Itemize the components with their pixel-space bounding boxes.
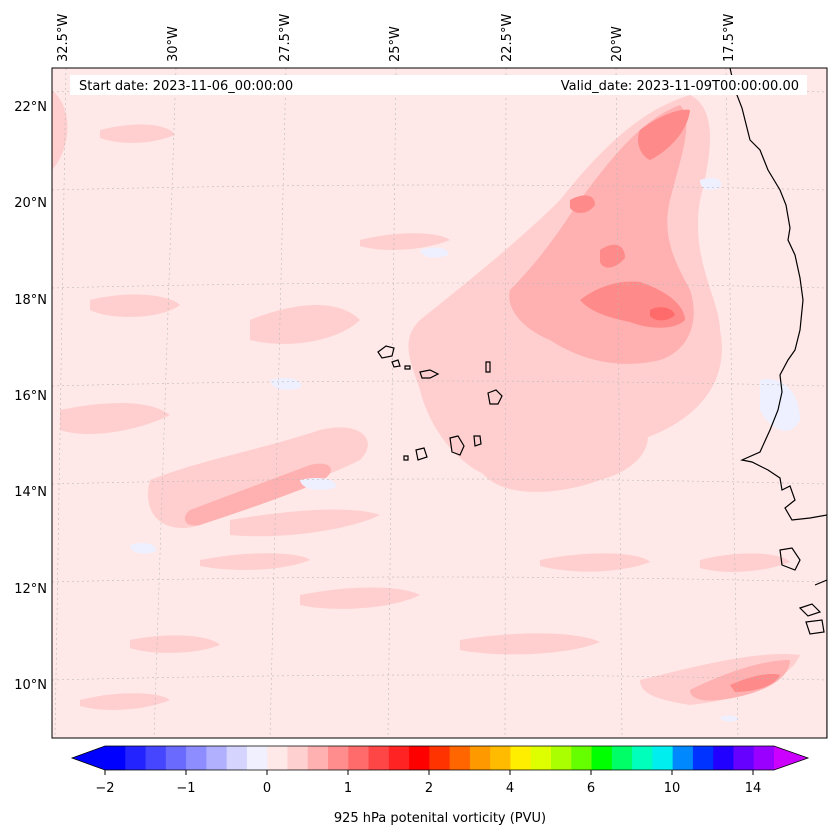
date-header-box (70, 75, 807, 95)
colorbar-block (733, 746, 755, 770)
colorbar-block (246, 746, 268, 770)
colorbar-block (632, 746, 653, 770)
colorbar-block (510, 746, 532, 770)
lon-label: 27.5°W (278, 14, 293, 62)
colorbar-tick-label: 6 (587, 781, 595, 796)
colorbar-ticks (104, 770, 754, 775)
colorbar-tick-label: 2 (425, 781, 433, 796)
lon-label: 20°W (610, 26, 625, 62)
lon-label: 25°W (388, 26, 403, 62)
max-positive-areas (650, 307, 675, 321)
colorbar-title: 925 hPa potenital vorticity (PVU) (334, 811, 546, 826)
colorbar-block (186, 746, 207, 770)
longitude-labels: 32.5°W 30°W 27.5°W 25°W 22.5°W 20°W 17.5… (56, 14, 737, 62)
guinea-bissau-coast (779, 547, 827, 635)
colorbar-block (145, 746, 167, 770)
colorbar-block (672, 746, 694, 770)
colorbar-block (267, 746, 289, 770)
lat-label: 10°N (14, 678, 47, 693)
colorbar: −2 −1 0 1 2 4 6 10 14 925 hPa potenital … (70, 745, 810, 826)
lat-label: 22°N (14, 100, 47, 115)
lat-label: 20°N (14, 196, 47, 211)
colorbar-block (105, 746, 126, 770)
latitude-labels: 22°N 20°N 18°N 16°N 14°N 12°N 10°N (14, 100, 47, 693)
cape-verde-islands (377, 345, 503, 461)
colorbar-tick-label: 10 (664, 781, 681, 796)
lat-label: 12°N (14, 582, 47, 597)
colorbar-block (409, 746, 430, 770)
colorbar-block (368, 746, 390, 770)
colorbar-block (530, 746, 552, 770)
colorbar-block (429, 746, 451, 770)
colorbar-block (551, 746, 572, 770)
colorbar-block (469, 746, 491, 770)
colorbar-tick-label: −2 (95, 781, 114, 796)
colorbar-block (591, 746, 613, 770)
map-frame (51, 67, 828, 739)
colorbar-block (571, 746, 593, 770)
colorbar-block (206, 746, 228, 770)
colorbar-block (449, 746, 471, 770)
colorbar-extend-low (72, 746, 105, 770)
lon-label: 32.5°W (56, 14, 71, 62)
start-date-label: Start date: 2023-11-06_00:00:00 (79, 79, 293, 94)
lon-label: 17.5°W (722, 14, 737, 62)
colorbar-block (307, 746, 329, 770)
colorbar-tick-label: 14 (745, 781, 762, 796)
colorbar-block (713, 746, 735, 770)
african-coastline (729, 68, 827, 738)
colorbar-block (226, 746, 248, 770)
colorbar-block (753, 746, 775, 770)
colorbar-block (652, 746, 674, 770)
lat-label: 14°N (14, 485, 47, 500)
colorbar-block (328, 746, 349, 770)
pv-field (52, 68, 827, 738)
valid-date-label: Valid_date: 2023-11-09T00:00:00.00 (561, 79, 799, 94)
colorbar-tick-label: −1 (176, 781, 195, 796)
colorbar-block (490, 746, 512, 770)
colorbar-tick-label: 1 (344, 781, 352, 796)
colorbar-block (125, 746, 147, 770)
colorbar-block (287, 746, 309, 770)
lat-label: 16°N (14, 389, 47, 404)
colorbar-blocks (105, 746, 775, 770)
colorbar-block (692, 746, 714, 770)
lon-label: 22.5°W (500, 14, 515, 62)
colorbar-tick-label: 4 (506, 781, 514, 796)
colorbar-tick-label: 0 (263, 781, 271, 796)
colorbar-block (165, 746, 187, 770)
lon-label: 30°W (166, 26, 181, 62)
lat-label: 18°N (14, 293, 47, 308)
colorbar-block (611, 746, 633, 770)
colorbar-extend-high (774, 746, 808, 770)
weak-negative-areas (130, 177, 800, 722)
colorbar-block (348, 746, 370, 770)
colorbar-block (388, 746, 410, 770)
